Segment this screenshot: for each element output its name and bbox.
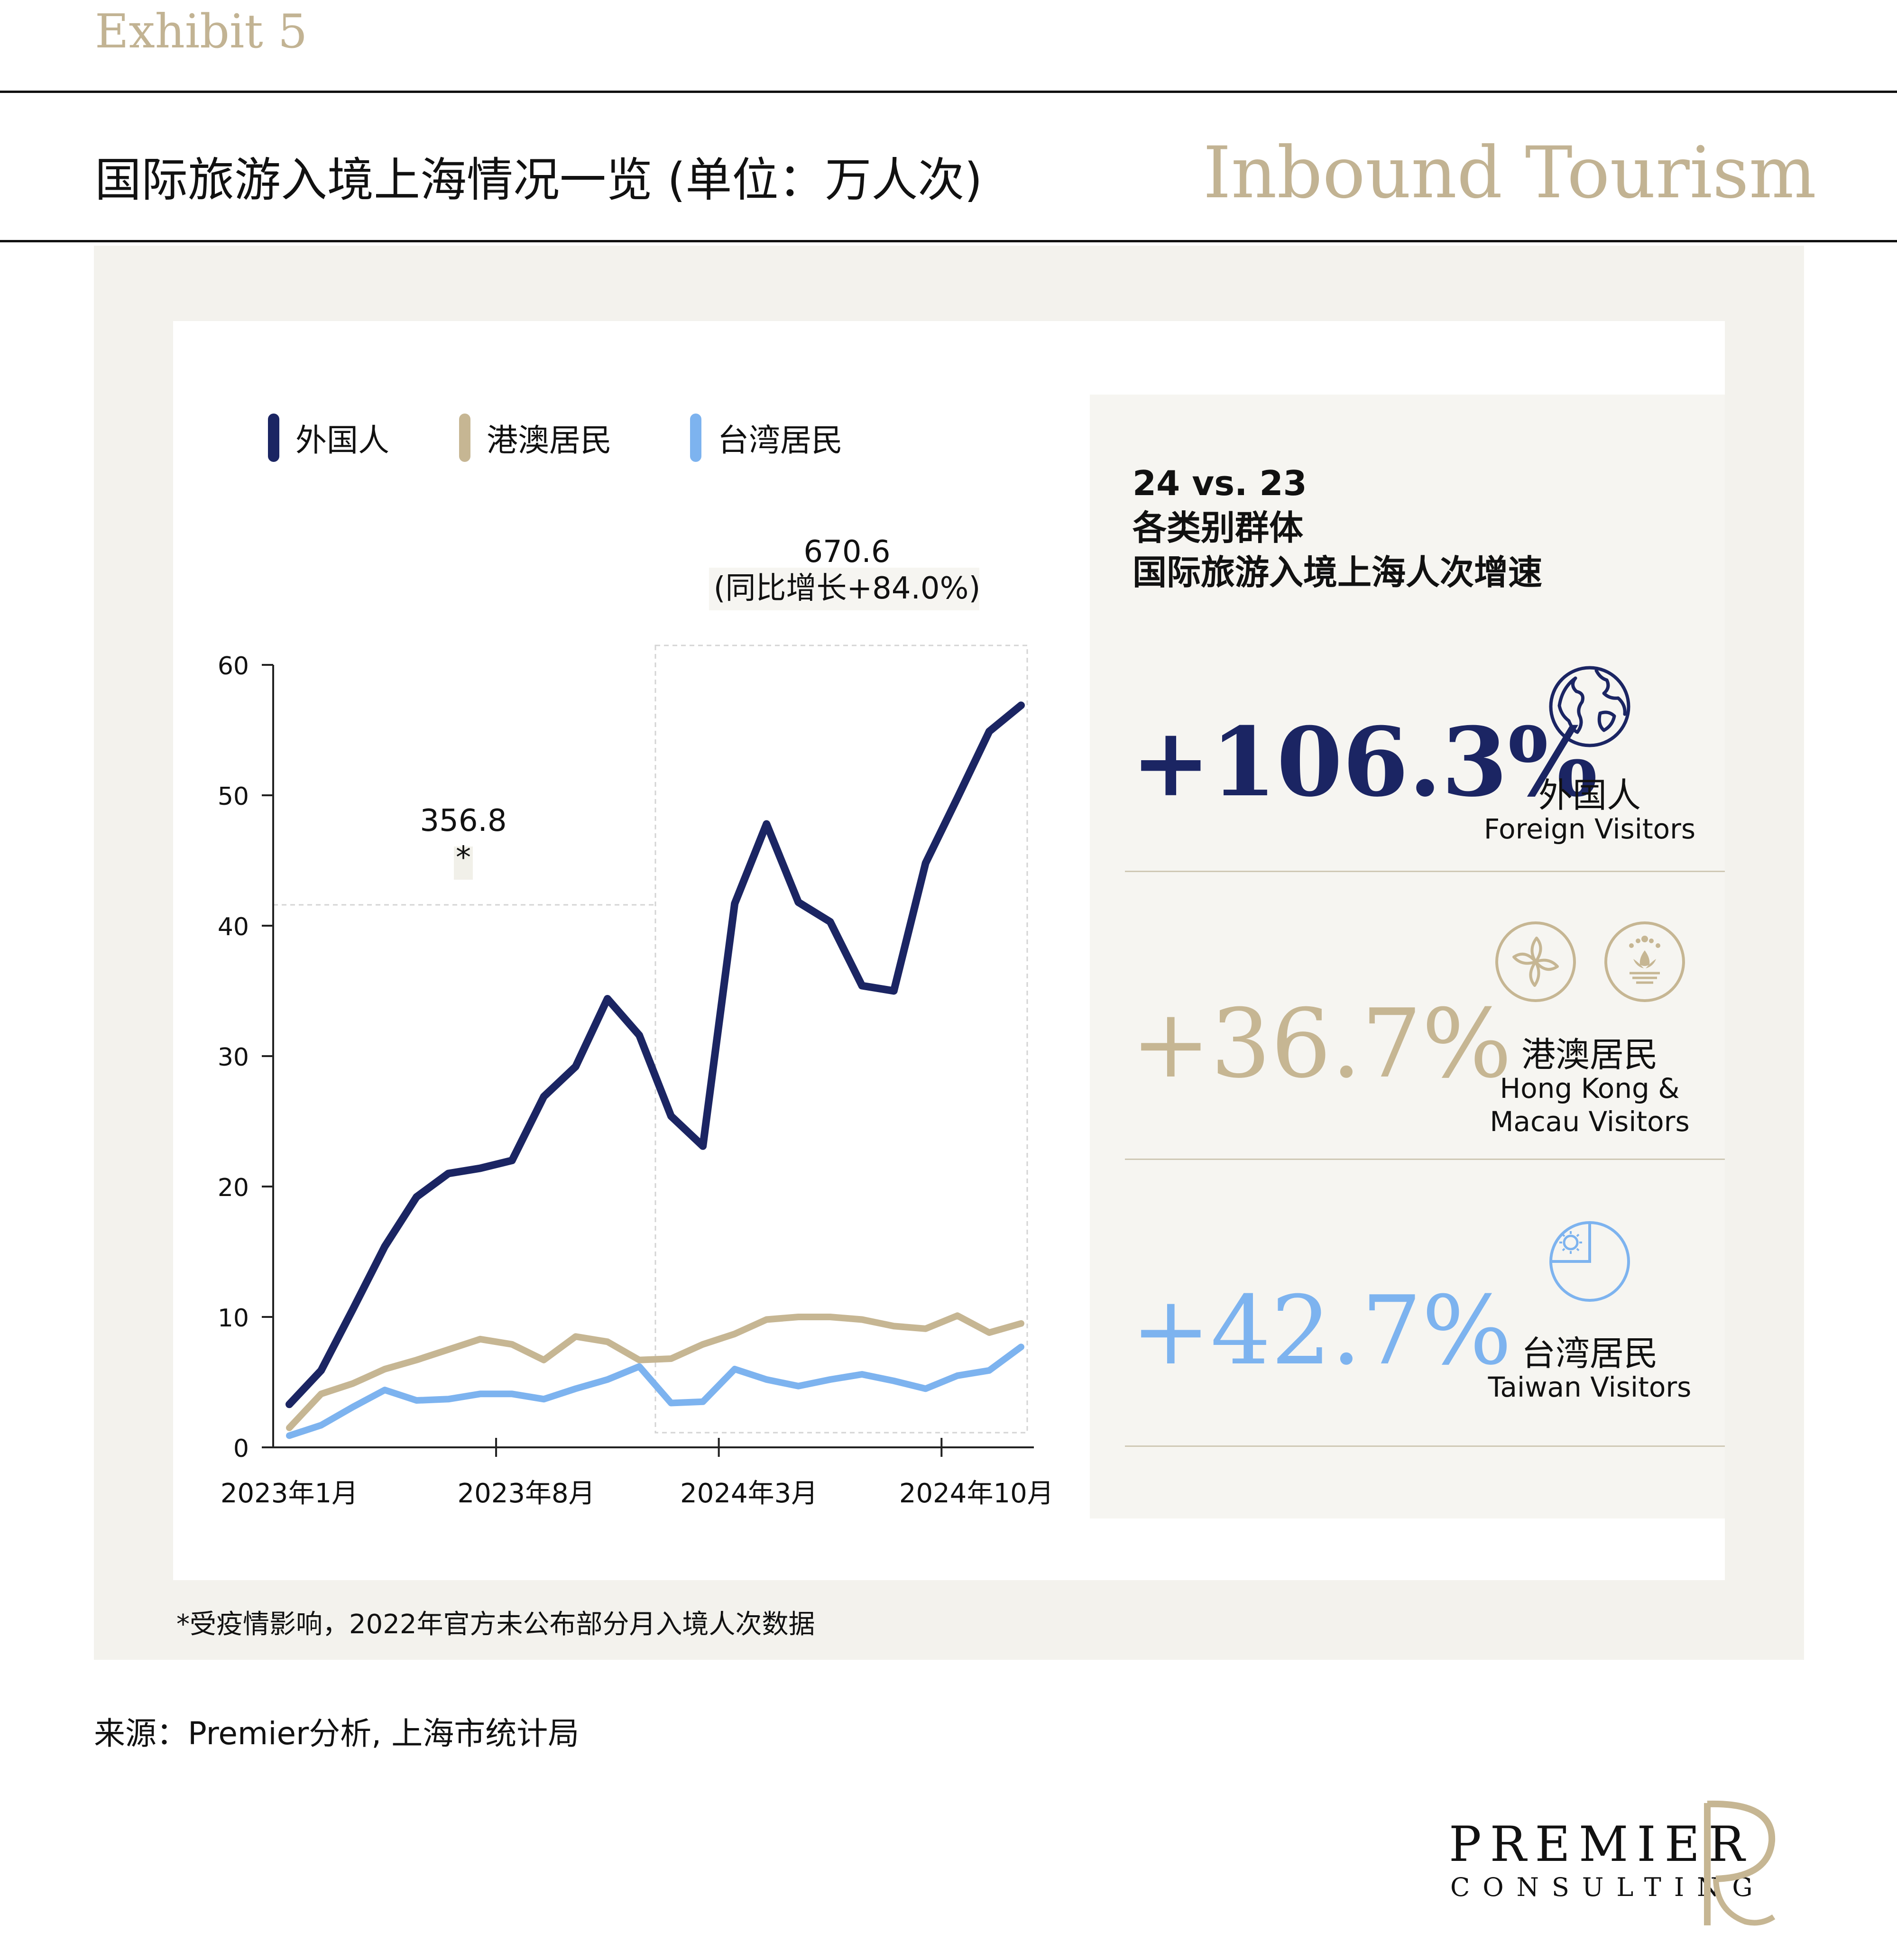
y-tick-label: 60: [218, 652, 249, 681]
stat-foreign-label-zh: 外国人: [1538, 775, 1641, 815]
annotation-box-2024: [654, 644, 1028, 1434]
annotation-asterisk-bg: [454, 847, 473, 880]
stat-foreign-value: +106.3%: [1131, 707, 1598, 818]
stats-heading-line-3: 国际旅游入境上海人次增速: [1133, 552, 1543, 592]
source-note: 来源：Premier分析, 上海市统计局: [94, 1715, 580, 1752]
legend-item-taiwan: 台湾居民: [690, 414, 843, 462]
stats-divider-2: [1125, 1159, 1725, 1160]
hong-kong-flower-icon: [1495, 921, 1576, 1002]
stats-heading-line-2: 各类别群体: [1133, 508, 1304, 548]
stat-taiwan-label-zh: 台湾居民: [1521, 1334, 1658, 1373]
y-ticks: 0 10 20 30 40 50 60: [218, 652, 273, 1463]
annotation-2023-note: *: [456, 840, 471, 875]
header-rule-bottom: [0, 240, 1897, 242]
taiwan-sun-icon: [1549, 1221, 1630, 1302]
stat-taiwan-value: +42.7%: [1131, 1276, 1512, 1386]
stat-hkmacau-value: +36.7%: [1131, 989, 1512, 1099]
series-line-hkmacau: [286, 1312, 1024, 1431]
annotation-2023-value: 356.8: [420, 803, 506, 838]
stat-foreign-label-en: Foreign Visitors: [1483, 813, 1696, 845]
y-tick-label: 20: [218, 1174, 249, 1202]
legend-item-foreign: 外国人: [268, 414, 389, 462]
x-tick-label: 2023年1月: [221, 1478, 358, 1509]
legend-swatch-foreign: [268, 414, 279, 462]
x-tick-label: 2024年10月: [899, 1478, 1054, 1509]
annotation-2024-growth: (同比增长+84.0%): [714, 571, 981, 606]
legend-swatch-hkmacau: [459, 414, 470, 462]
legend-label-hkmacau: 港澳居民: [487, 422, 612, 459]
stat-hkmacau-label-en-2: Macau Visitors: [1490, 1105, 1690, 1138]
stat-hkmacau-label-zh: 港澳居民: [1521, 1035, 1658, 1075]
stat-hkmacau-label-en-1: Hong Kong &: [1500, 1072, 1680, 1104]
stats-card: [1090, 395, 1725, 1518]
y-tick-label: 50: [218, 782, 249, 811]
series-line-foreign: [285, 701, 1025, 1408]
x-tick-label: 2023年8月: [458, 1478, 595, 1509]
series-group: [285, 701, 1025, 1439]
x-ticks: 2023年1月 2023年8月 2024年3月 2024年10月: [221, 1438, 1054, 1509]
stats-divider-3: [1125, 1445, 1725, 1447]
premier-logo-mark: [1704, 1800, 1776, 1926]
page-title: 国际旅游入境上海情况一览 (单位：万人次): [95, 153, 983, 207]
series-line-taiwan: [286, 1343, 1024, 1439]
header-rule-top: [0, 91, 1897, 93]
annotation-2024-value: 670.6: [803, 534, 890, 570]
logo-consulting-text: CONSULTING: [1450, 1872, 1766, 1902]
stats-heading: 24 vs. 23 各类别群体 国际旅游入境上海人次增速: [1133, 461, 1542, 595]
logo-premier-text: PREMIER: [1449, 1816, 1753, 1873]
exhibit-label: Exhibit 5: [95, 5, 308, 59]
annotation-group: 356.8 * 670.6 (同比增长+84.0%): [273, 534, 1028, 1434]
legend-swatch-taiwan: [690, 414, 701, 462]
legend-label-taiwan: 台湾居民: [718, 422, 843, 459]
footnote: *受疫情影响，2022年官方未公布部分月入境人次数据: [176, 1609, 815, 1640]
y-tick-label: 40: [218, 913, 249, 941]
globe-icon: [1549, 666, 1630, 747]
x-tick-label: 2024年3月: [680, 1478, 818, 1509]
y-tick-label: 30: [218, 1043, 249, 1072]
stat-taiwan-label-en: Taiwan Visitors: [1488, 1371, 1692, 1403]
legend-item-hkmacau: 港澳居民: [459, 414, 612, 462]
macau-lotus-icon: [1604, 921, 1685, 1002]
annotation-2024-label-bg: [709, 568, 979, 610]
y-tick-label: 0: [233, 1435, 249, 1463]
legend-label-foreign: 外国人: [295, 422, 389, 459]
stats-heading-line-1: 24 vs. 23: [1133, 463, 1307, 503]
brand-title: Inbound Tourism: [1203, 132, 1816, 214]
stats-divider-1: [1125, 871, 1725, 872]
y-tick-label: 10: [218, 1304, 249, 1333]
